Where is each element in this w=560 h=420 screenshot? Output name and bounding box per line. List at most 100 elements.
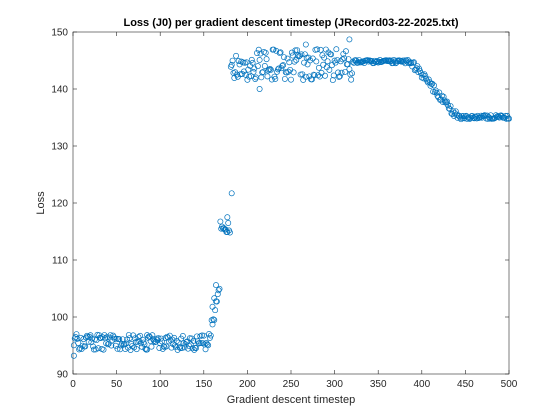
data-point [148, 343, 155, 350]
y-tick-label: 130 [51, 142, 68, 153]
data-point [74, 335, 81, 342]
data-point [207, 332, 214, 339]
data-point [250, 69, 257, 75]
data-point [130, 332, 137, 339]
data-point [329, 77, 336, 84]
data-point [279, 62, 286, 69]
data-point [349, 70, 355, 77]
data-point [244, 76, 251, 83]
data-point [330, 72, 337, 79]
x-tick-label: 400 [413, 379, 430, 390]
chart-title: Loss (J0) per gradient descent timestep … [123, 17, 458, 29]
data-point [288, 76, 294, 83]
data-point [129, 342, 136, 349]
data-point [296, 52, 303, 59]
y-axis-ticks: 90 100 110 120 130 140 150 [51, 28, 509, 381]
data-point [213, 282, 219, 289]
data-point [326, 66, 333, 73]
x-tick-label: 500 [501, 379, 518, 390]
x-tick-label: 150 [195, 379, 212, 390]
data-point [205, 342, 212, 349]
x-tick-label: 300 [326, 379, 343, 390]
data-point [200, 332, 207, 339]
data-point [206, 331, 212, 337]
data-point [335, 69, 342, 76]
data-point [457, 114, 464, 121]
data-point [90, 346, 97, 353]
data-point [274, 68, 280, 75]
y-tick-label: 150 [51, 28, 68, 39]
data-point [272, 75, 279, 82]
data-point [261, 63, 268, 69]
data-point [348, 76, 355, 83]
data-point [211, 295, 218, 302]
data-point [397, 57, 403, 64]
data-point [281, 75, 288, 82]
data-point [225, 220, 232, 226]
y-tick-label: 140 [51, 85, 68, 96]
data-point [83, 332, 90, 339]
data-point [210, 316, 217, 323]
data-point [114, 345, 121, 352]
data-point [141, 341, 148, 348]
data-point [263, 56, 270, 63]
data-point [216, 285, 223, 292]
data-point [220, 225, 227, 232]
data-point [336, 73, 343, 80]
data-point [236, 61, 243, 68]
data-point [214, 291, 221, 298]
data-point [265, 67, 272, 74]
data-point [452, 108, 459, 115]
data-point [290, 69, 297, 76]
data-point [158, 335, 165, 342]
data-point [339, 56, 346, 63]
data-point [177, 345, 184, 352]
data-point [264, 73, 271, 80]
data-point [322, 72, 328, 79]
data-point [341, 55, 348, 62]
data-point [254, 50, 260, 56]
data-point [245, 66, 252, 73]
data-point [438, 92, 445, 99]
y-tick-label: 110 [52, 256, 68, 267]
data-point [76, 346, 83, 353]
data-point [338, 69, 345, 76]
data-point [298, 51, 305, 58]
data-point [243, 59, 250, 66]
data-point [260, 68, 267, 75]
data-point [228, 61, 235, 68]
data-point [155, 335, 162, 342]
data-point [247, 73, 254, 80]
data-point [180, 340, 187, 347]
data-point [262, 49, 269, 56]
data-point [256, 57, 263, 63]
data-point [301, 59, 308, 66]
data-point [313, 58, 320, 65]
data-point [328, 51, 335, 58]
data-point [431, 82, 437, 89]
data-point [342, 48, 349, 55]
x-tick-label: 200 [239, 379, 256, 390]
data-point [165, 338, 172, 345]
data-point [87, 332, 94, 339]
x-axis-label: Gradient descent timestep [227, 394, 355, 406]
data-point [255, 46, 262, 53]
data-point [415, 69, 422, 76]
x-axis-ticks: 0 50 100 150 200 250 300 350 400 450 500 [70, 32, 518, 390]
data-point [410, 59, 417, 66]
data-point [274, 66, 281, 73]
data-point [267, 66, 274, 73]
data-point [336, 73, 342, 80]
x-tick-label: 350 [370, 379, 387, 390]
data-point [169, 336, 176, 343]
data-point [233, 52, 240, 59]
data-point [305, 54, 312, 61]
data-point [103, 340, 110, 347]
data-point [70, 352, 77, 359]
data-point [196, 340, 203, 346]
data-point [342, 68, 349, 75]
data-point [149, 332, 156, 339]
data-point [209, 303, 216, 310]
data-point [444, 98, 451, 105]
